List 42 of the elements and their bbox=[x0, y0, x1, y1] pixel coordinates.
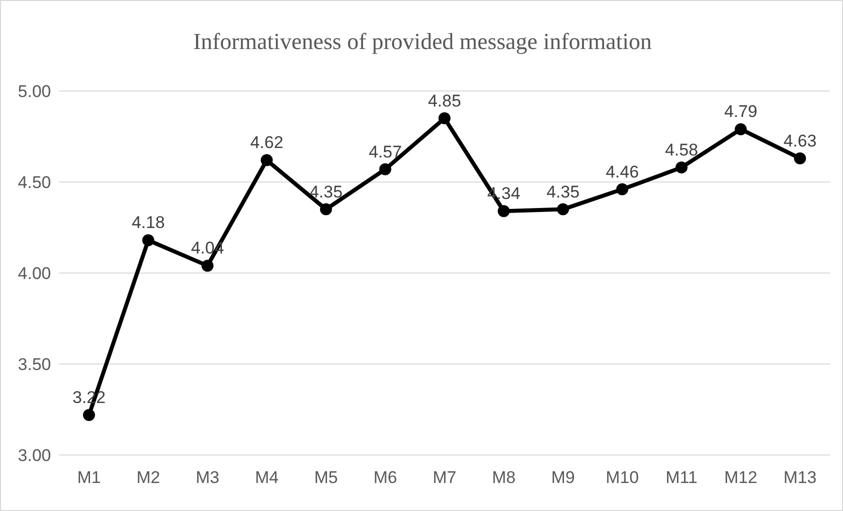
point bbox=[320, 203, 332, 216]
data-label: 4.79 bbox=[724, 102, 758, 122]
x-tick-label: M1 bbox=[77, 468, 101, 488]
y-tick-label: 3.00 bbox=[18, 446, 51, 466]
point bbox=[498, 205, 510, 218]
data-label: 4.62 bbox=[250, 133, 284, 152]
point bbox=[379, 163, 392, 176]
x-tick-label: M7 bbox=[432, 468, 456, 488]
y-tick-label: 3.50 bbox=[18, 355, 51, 374]
data-label: 4.46 bbox=[606, 162, 639, 182]
x-tick-label: M11 bbox=[666, 468, 698, 488]
point bbox=[616, 183, 628, 196]
y-tick-label: 4.00 bbox=[18, 264, 51, 284]
x-tick-label: M13 bbox=[783, 468, 817, 488]
x-tick-label: M6 bbox=[373, 468, 398, 488]
x-tick-label: M8 bbox=[492, 468, 516, 488]
y-tick-label: 4.50 bbox=[18, 173, 51, 192]
x-tick-label: M2 bbox=[136, 468, 160, 488]
data-label: 4.35 bbox=[546, 182, 580, 202]
point bbox=[438, 112, 450, 124]
point bbox=[83, 408, 95, 421]
x-tick-label: M10 bbox=[606, 468, 639, 488]
data-label: 4.63 bbox=[783, 131, 817, 150]
data-label: 4.18 bbox=[132, 213, 165, 232]
y-tick-label: 5.00 bbox=[18, 82, 51, 102]
data-label: 4.57 bbox=[368, 142, 402, 162]
chart-title: Informativeness of provided message information bbox=[192, 29, 653, 55]
data-label: 4.85 bbox=[428, 91, 462, 110]
data-label: 4.58 bbox=[664, 140, 698, 160]
point bbox=[557, 203, 569, 216]
point bbox=[734, 123, 747, 136]
point bbox=[676, 161, 688, 174]
data-label: 4.35 bbox=[309, 182, 343, 202]
x-tick-label: M12 bbox=[724, 468, 758, 488]
point bbox=[142, 234, 154, 246]
x-tick-label: M4 bbox=[254, 468, 279, 488]
point bbox=[260, 154, 273, 166]
point bbox=[794, 152, 806, 164]
x-tick-label: M5 bbox=[314, 468, 338, 488]
x-tick-label: M3 bbox=[196, 468, 220, 488]
point bbox=[202, 260, 214, 272]
x-tick-label: M9 bbox=[551, 468, 575, 488]
